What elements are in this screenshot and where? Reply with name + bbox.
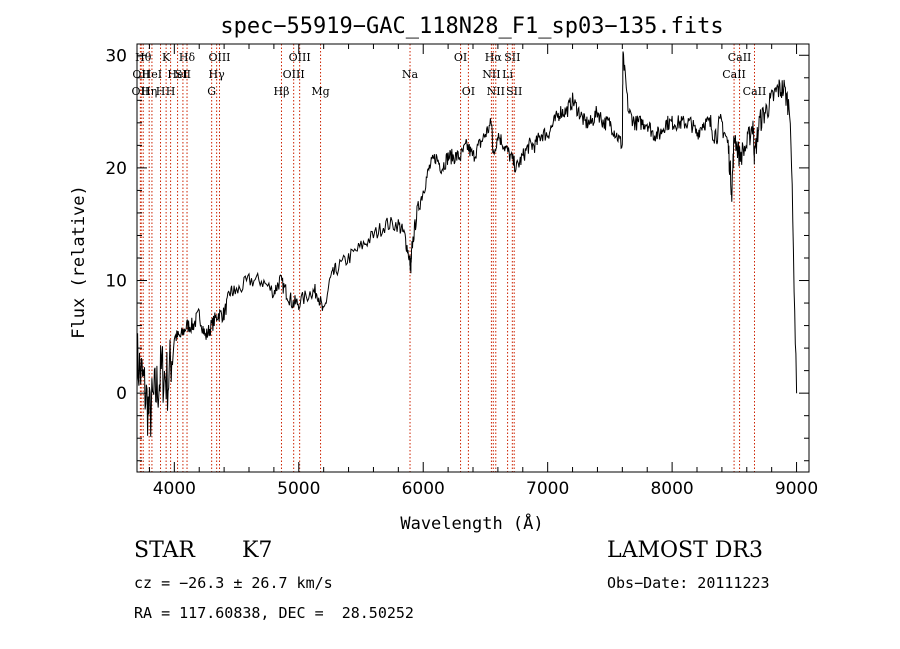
line-label-13: OIII	[208, 51, 230, 64]
line-label-29: CaII	[743, 85, 767, 98]
object-class: STAR	[134, 538, 195, 563]
survey-name: LAMOST DR3	[607, 538, 763, 563]
line-label-27: CaII	[722, 68, 746, 81]
line-label-19: OI	[454, 51, 467, 64]
line-label-12: Hγ	[209, 68, 226, 81]
y-tick-label: 20	[105, 159, 127, 179]
y-axis: 0 10 20 30	[105, 46, 809, 462]
x-axis-label: Wavelength (Å)	[400, 512, 543, 534]
y-axis-label: Flux (relative)	[69, 185, 89, 339]
x-tick-label: 5000	[277, 479, 320, 499]
x-tick-label: 4000	[153, 479, 196, 499]
spectrum-line	[136, 51, 798, 437]
line-label-25: SII	[504, 51, 520, 64]
x-tick-label: 8000	[650, 479, 693, 499]
plot-frame	[136, 43, 810, 473]
spectral-line-markers	[139, 44, 755, 472]
line-label-3: Hη	[141, 85, 157, 98]
x-tick-label: 9000	[775, 479, 818, 499]
line-label-4: HeI	[142, 68, 162, 81]
line-label-10: Hδ	[179, 51, 196, 64]
x-axis: 4000 5000 6000 7000 8000 9000	[148, 44, 818, 499]
line-label-11: G	[207, 85, 216, 98]
line-label-0: OII	[132, 85, 150, 98]
y-tick-label: 10	[105, 272, 127, 292]
line-label-20: OI	[462, 85, 475, 98]
chart-title: spec−55919−GAC_118N28_F1_sp03−135.fits	[220, 14, 723, 39]
line-label-8: HeI	[167, 68, 187, 81]
line-label-14: Hβ	[274, 85, 290, 98]
line-label-23: NII	[487, 85, 505, 98]
object-subclass: K7	[242, 538, 273, 563]
line-label-5: H	[156, 85, 166, 98]
line-label-2: Hθ	[135, 51, 152, 64]
line-label-21: NII	[482, 68, 500, 81]
y-tick-label: 0	[116, 384, 127, 404]
x-tick-label: 7000	[526, 479, 569, 499]
line-label-16: OIII	[289, 51, 311, 64]
observation-date: Obs−Date: 20111223	[607, 574, 770, 592]
spectral-line-labels: OIIOIIHθHηHeIHKHHeISIIHδGHγOIIIHβOIIIOII…	[132, 51, 767, 98]
line-label-15: OIII	[283, 68, 305, 81]
sky-coordinates: RA = 117.60838, DEC = 28.50252	[134, 604, 414, 622]
line-label-24: Li	[502, 68, 513, 81]
line-label-28: CaII	[728, 51, 752, 64]
line-label-6: K	[162, 51, 171, 64]
line-label-9: SII	[175, 68, 191, 81]
line-label-22: Hα	[485, 51, 503, 64]
line-label-7: H	[166, 85, 176, 98]
redshift-value: cz = −26.3 ± 26.7 km/s	[134, 574, 333, 592]
x-tick-label: 6000	[402, 479, 445, 499]
line-label-26: SII	[506, 85, 522, 98]
line-label-17: Mg	[311, 85, 329, 98]
y-tick-label: 30	[105, 46, 127, 66]
line-label-18: Na	[402, 68, 419, 81]
